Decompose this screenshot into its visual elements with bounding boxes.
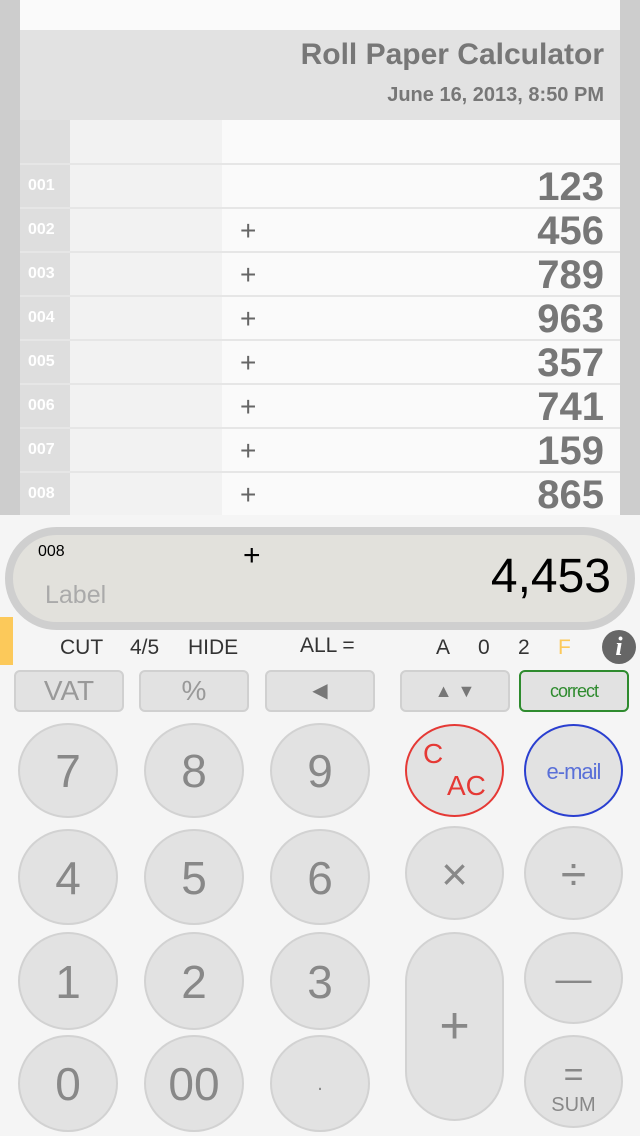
value-column xyxy=(222,120,620,515)
line-number-column xyxy=(20,120,70,515)
rounding-toggle[interactable]: 4/5 xyxy=(130,636,160,659)
email-button[interactable]: e-mail xyxy=(524,724,623,817)
row-operator: + xyxy=(240,259,257,290)
key-00[interactable]: 00 xyxy=(144,1035,244,1132)
display-line-count: 008 xyxy=(38,543,65,560)
clear-button[interactable]: C AC xyxy=(405,724,504,817)
line-number: 002 xyxy=(28,221,55,238)
tape-date: June 16, 2013, 8:50 PM xyxy=(387,84,604,106)
row-value: 741 xyxy=(537,385,604,429)
plus-button[interactable]: + xyxy=(405,932,504,1121)
clear-label: C xyxy=(423,738,444,769)
row-value: 159 xyxy=(537,429,604,473)
row-operator: + xyxy=(240,479,257,510)
key-1[interactable]: 1 xyxy=(18,932,118,1030)
decimal-0[interactable]: 0 xyxy=(478,636,490,659)
backspace-button[interactable]: ◀ xyxy=(265,670,375,712)
tape-row[interactable]: 006 +741 xyxy=(20,383,620,429)
row-value: 456 xyxy=(537,209,604,253)
row-operator: + xyxy=(240,215,257,246)
equals-sum-button[interactable]: = SUM xyxy=(524,1035,623,1128)
multiply-button[interactable]: × xyxy=(405,826,504,920)
decimal-2[interactable]: 2 xyxy=(518,636,530,659)
percent-button[interactable]: % xyxy=(139,670,249,712)
key-9[interactable]: 9 xyxy=(270,723,370,818)
display: 008 + Label 4,453 xyxy=(5,527,635,630)
display-value: 4,453 xyxy=(490,550,611,603)
row-operator: + xyxy=(240,347,257,378)
key-5[interactable]: 5 xyxy=(144,829,244,925)
all-equals-toggle[interactable]: ALL = xyxy=(300,634,355,657)
divide-button[interactable]: ÷ xyxy=(524,826,623,920)
tape-row[interactable]: 007 +159 xyxy=(20,427,620,473)
tape-row[interactable]: 004 +963 xyxy=(20,295,620,341)
line-number: 001 xyxy=(28,177,55,194)
paper-top xyxy=(20,0,620,30)
key-6[interactable]: 6 xyxy=(270,829,370,925)
row-value: 789 xyxy=(537,253,604,297)
line-number: 008 xyxy=(28,485,55,502)
key-7[interactable]: 7 xyxy=(18,723,118,818)
equals-label: = xyxy=(563,1056,584,1094)
tape-header: Roll Paper Calculator June 16, 2013, 8:5… xyxy=(20,30,620,120)
minus-button[interactable]: — xyxy=(524,932,623,1024)
key-8[interactable]: 8 xyxy=(144,723,244,818)
key-2[interactable]: 2 xyxy=(144,932,244,1030)
scroll-up-down-button[interactable]: ▲ ▼ xyxy=(400,670,510,712)
row-operator: + xyxy=(240,435,257,466)
decimal-f[interactable]: F xyxy=(558,636,571,659)
row-value: 357 xyxy=(537,341,604,385)
row-value: 123 xyxy=(537,165,604,209)
label-field[interactable]: Label xyxy=(45,581,107,609)
row-value: 963 xyxy=(537,297,604,341)
line-number: 006 xyxy=(28,397,55,414)
line-number: 005 xyxy=(28,353,55,370)
info-icon[interactable]: i xyxy=(602,630,636,664)
tape-row[interactable]: 005 +357 xyxy=(20,339,620,385)
line-number: 007 xyxy=(28,441,55,458)
correct-button[interactable]: correct xyxy=(519,670,629,712)
all-clear-label: AC xyxy=(447,770,486,801)
display-operator: + xyxy=(243,539,261,572)
vat-button[interactable]: VAT xyxy=(14,670,124,712)
key-0[interactable]: 0 xyxy=(18,1035,118,1132)
key-3[interactable]: 3 xyxy=(270,932,370,1030)
tape-title: Roll Paper Calculator xyxy=(300,38,604,71)
row-value: 865 xyxy=(537,473,604,517)
tape-row[interactable]: 003 +789 xyxy=(20,251,620,297)
hide-toggle[interactable]: HIDE xyxy=(188,636,239,659)
row-operator: + xyxy=(240,303,257,334)
mode-a-toggle[interactable]: A xyxy=(436,636,451,659)
tape-row[interactable]: 008 +865 xyxy=(20,471,620,517)
tape-row[interactable]: 002 +456 xyxy=(20,207,620,253)
sum-label: SUM xyxy=(551,1094,596,1116)
line-number: 003 xyxy=(28,265,55,282)
tape-row[interactable]: 001 123 xyxy=(20,163,620,209)
key-4[interactable]: 4 xyxy=(18,829,118,925)
label-column xyxy=(70,120,222,515)
line-number: 004 xyxy=(28,309,55,326)
cut-toggle[interactable]: CUT xyxy=(60,636,104,659)
tape-handle[interactable] xyxy=(0,617,13,665)
key-decimal[interactable]: . xyxy=(270,1035,370,1132)
row-operator: + xyxy=(240,391,257,422)
